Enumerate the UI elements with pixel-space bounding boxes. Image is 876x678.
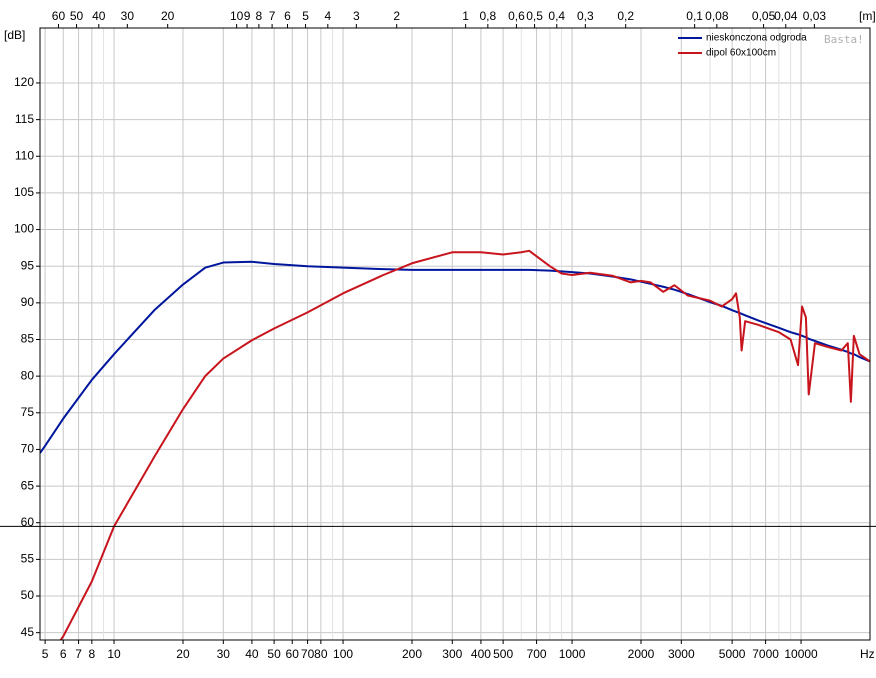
legend-text: nieskonczona odgroda xyxy=(706,33,807,44)
x-tick-label: 500 xyxy=(493,647,513,661)
x-tick-label: 7000 xyxy=(752,647,779,661)
top-tick-label: 0,03 xyxy=(803,9,827,23)
plot-frame xyxy=(39,27,871,641)
top-tick-label: 20 xyxy=(161,9,175,23)
x-tick-label: 30 xyxy=(217,647,231,661)
x-tick-label: 80 xyxy=(314,647,328,661)
top-tick-label: 3 xyxy=(353,9,360,23)
top-tick-label: 0,8 xyxy=(479,9,496,23)
y-tick-label: 115 xyxy=(15,112,34,126)
y-tick-label: 90 xyxy=(21,295,35,309)
x-tick-label: 3000 xyxy=(668,647,695,661)
y-tick-label: 80 xyxy=(21,368,35,382)
y-tick-label: 120 xyxy=(14,75,34,89)
top-tick-label: 5 xyxy=(302,9,309,23)
top-tick-label: 0,05 xyxy=(752,9,776,23)
y-tick-label: 60 xyxy=(21,515,35,529)
top-tick-label: 0,3 xyxy=(577,9,594,23)
top-tick-label: 1 xyxy=(462,9,469,23)
top-tick-label: 0,2 xyxy=(617,9,634,23)
top-unit-label: [m] xyxy=(859,9,876,23)
top-tick-label: 60 xyxy=(52,9,66,23)
series-line xyxy=(59,249,870,640)
y-tick-label: 105 xyxy=(14,185,34,199)
top-tick-label: 0,4 xyxy=(548,9,565,23)
x-tick-label: 5 xyxy=(42,647,49,661)
top-tick-label: 0,08 xyxy=(705,9,729,23)
y-tick-label: 85 xyxy=(21,332,35,346)
x-tick-label: 7 xyxy=(75,647,82,661)
top-tick-label: 7 xyxy=(269,9,276,23)
top-tick-label: 40 xyxy=(92,9,106,23)
top-tick-label: 0,6 xyxy=(508,9,525,23)
x-tick-label: 40 xyxy=(245,647,259,661)
y-tick-label: 50 xyxy=(21,588,35,602)
top-tick-label: 10 xyxy=(230,9,244,23)
x-tick-label: 400 xyxy=(471,647,491,661)
watermark: Basta! xyxy=(824,33,864,46)
x-tick-label: 2000 xyxy=(628,647,655,661)
top-tick-label: 0,1 xyxy=(686,9,703,23)
y-unit-label: [dB] xyxy=(4,28,25,42)
y-tick-label: 95 xyxy=(21,258,35,272)
top-tick-label: 2 xyxy=(393,9,400,23)
x-tick-label: 8 xyxy=(89,647,96,661)
x-tick-label: 1000 xyxy=(559,647,586,661)
x-tick-label: 20 xyxy=(176,647,190,661)
y-tick-label: 45 xyxy=(21,625,35,639)
top-tick-label: 8 xyxy=(256,9,263,23)
x-unit-label: Hz xyxy=(860,647,875,661)
y-tick-label: 65 xyxy=(21,478,35,492)
x-tick-label: 100 xyxy=(333,647,353,661)
grid xyxy=(40,28,870,640)
x-tick-label: 200 xyxy=(402,647,422,661)
x-tick-label: 70 xyxy=(301,647,315,661)
x-tick-label: 50 xyxy=(267,647,281,661)
y-tick-label: 110 xyxy=(15,148,34,162)
x-tick-label: 5000 xyxy=(719,647,746,661)
top-tick-label: 50 xyxy=(70,9,84,23)
y-tick-label: 100 xyxy=(14,222,34,236)
x-tick-label: 700 xyxy=(527,647,547,661)
top-tick-label: 6 xyxy=(284,9,291,23)
top-tick-label: 0,04 xyxy=(774,9,798,23)
y-tick-label: 55 xyxy=(21,552,35,566)
legend-text: dipol 60x100cm xyxy=(706,48,776,59)
y-tick-label: 75 xyxy=(21,405,35,419)
plot-area xyxy=(40,249,870,640)
x-tick-label: 60 xyxy=(286,647,300,661)
top-tick-label: 0,5 xyxy=(526,9,543,23)
y-tick-label: 70 xyxy=(21,442,35,456)
x-tick-label: 10000 xyxy=(784,647,818,661)
x-tick-label: 6 xyxy=(60,647,67,661)
top-tick-label: 9 xyxy=(244,9,251,23)
top-tick-label: 30 xyxy=(121,9,135,23)
top-tick-label: 4 xyxy=(324,9,331,23)
x-tick-label: 10 xyxy=(107,647,121,661)
x-tick-label: 300 xyxy=(442,647,462,661)
